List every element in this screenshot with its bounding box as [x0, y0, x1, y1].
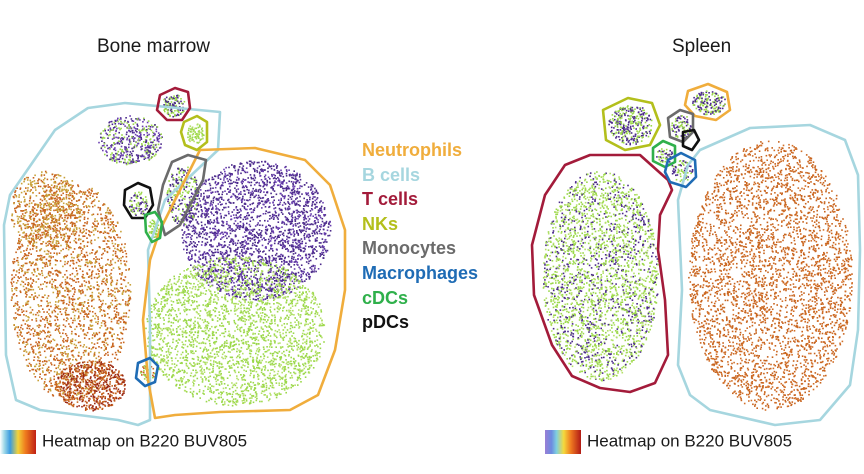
cell-type-legend: Neutrophils B cells T cells NKs Monocytes Mac… — [362, 138, 478, 335]
bm-tcells-gate — [155, 86, 192, 122]
bone-marrow-title: Bone marrow — [97, 36, 210, 57]
sp-tcells-gate — [530, 153, 674, 394]
sp-neutrophils-gate — [683, 82, 732, 122]
legend-item: NKs — [362, 213, 399, 234]
spleen-title: Spleen — [672, 36, 732, 57]
sp-monocytes-gate — [666, 108, 695, 144]
bm-macrophages-gate — [134, 356, 160, 388]
heatmap-legend-right: Heatmap on B220 BUV805 — [545, 430, 792, 454]
legend-item: Monocytes — [362, 238, 457, 259]
heatmap-legend-left: Heatmap on B220 BUV805 — [0, 430, 247, 454]
bm-cdcs-gate — [143, 210, 164, 244]
legend-item: cDCs — [362, 287, 409, 308]
legend-item: Macrophages — [362, 262, 479, 283]
cell-dots — [10, 90, 853, 412]
heatmap-label: Heatmap on B220 BUV805 — [587, 431, 793, 451]
heatmap-label: Heatmap on B220 BUV805 — [42, 431, 248, 451]
sp-cdcs-gate — [651, 139, 677, 169]
legend-item: pDCs — [362, 312, 410, 333]
bm-nks-gate — [179, 114, 209, 152]
legend-item: Neutrophils — [362, 140, 463, 160]
bm-monocytes-gate — [156, 153, 208, 237]
legend-item: T cells — [362, 189, 419, 210]
sp-macrophages-gate — [663, 151, 698, 189]
sp-nks-gate — [601, 96, 662, 152]
bm-neutrophils-gate — [141, 146, 347, 420]
heatmap-colorbar — [0, 430, 36, 454]
sp-bcells-gate — [676, 123, 862, 427]
gate-outlines — [2, 82, 862, 427]
sp-pdcs-gate — [681, 128, 701, 152]
legend-item: B cells — [362, 164, 421, 185]
bm-pdcs-gate — [122, 181, 155, 220]
heatmap-colorbar — [545, 430, 581, 454]
